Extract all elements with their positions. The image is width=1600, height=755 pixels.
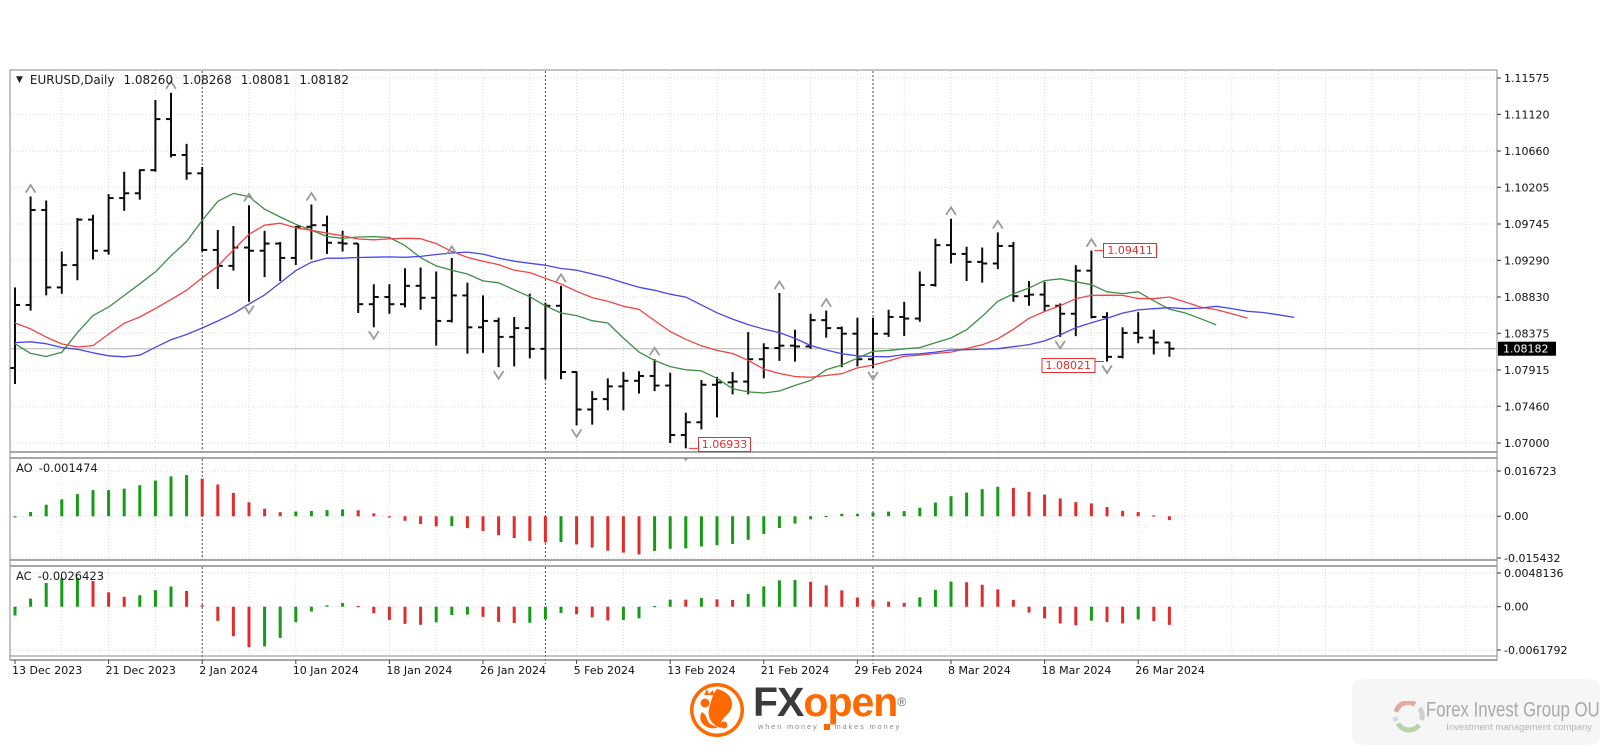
svg-text:13 Dec 2023: 13 Dec 2023 — [12, 664, 82, 677]
svg-text:0.00: 0.00 — [1504, 510, 1529, 523]
svg-text:1.07460: 1.07460 — [1504, 400, 1550, 413]
svg-text:18 Jan 2024: 18 Jan 2024 — [386, 664, 452, 677]
svg-text:26 Jan 2024: 26 Jan 2024 — [480, 664, 546, 677]
svg-text:1.11120: 1.11120 — [1504, 108, 1550, 121]
fxopen-tagline-right: makes money — [834, 722, 902, 731]
svg-text:1.10660: 1.10660 — [1504, 145, 1550, 158]
ac-indicator-label: AC -0.0026423 — [16, 569, 104, 583]
svg-text:0.00: 0.00 — [1504, 601, 1529, 614]
svg-text:1.07000: 1.07000 — [1504, 437, 1550, 450]
fxopen-tagline-left: when money — [758, 722, 819, 731]
svg-text:21 Dec 2023: 21 Dec 2023 — [106, 664, 176, 677]
chevron-down-icon[interactable]: ▼ — [16, 74, 23, 85]
svg-text:0.0048136: 0.0048136 — [1504, 567, 1564, 580]
swirl-icon — [1392, 701, 1425, 733]
svg-text:1.09290: 1.09290 — [1504, 254, 1550, 267]
fxopen-open-text: open — [803, 679, 898, 725]
fxopen-fx-text: FX — [753, 679, 804, 725]
svg-text:26 Mar 2024: 26 Mar 2024 — [1135, 664, 1205, 677]
ac-value: -0.0026423 — [37, 569, 105, 583]
price-label-flag: 1.06933 — [697, 437, 752, 453]
svg-text:1.11575: 1.11575 — [1504, 72, 1550, 85]
symbol-timeframe-label[interactable]: EURUSD,Daily — [29, 72, 115, 87]
svg-text:21 Feb 2024: 21 Feb 2024 — [761, 664, 829, 677]
fxopen-tagline: when money makes money — [758, 722, 901, 731]
fxopen-wordmark: FXopen® — [753, 681, 906, 723]
svg-text:10 Jan 2024: 10 Jan 2024 — [293, 664, 359, 677]
svg-text:-0.0061792: -0.0061792 — [1504, 644, 1567, 657]
ao-value: -0.001474 — [38, 461, 98, 475]
svg-text:18 Mar 2024: 18 Mar 2024 — [1042, 664, 1112, 677]
forex-invest-logo: Forex Invest Group OU Investment managem… — [1352, 679, 1600, 745]
svg-text:1.09745: 1.09745 — [1504, 218, 1550, 231]
forex-invest-subtitle: Investment management company — [1446, 722, 1592, 733]
price-label-flag: 1.08021 — [1041, 357, 1095, 373]
ao-name: AO — [16, 461, 33, 475]
registered-mark-icon: ® — [897, 695, 907, 709]
svg-text:1.08375: 1.08375 — [1504, 327, 1550, 340]
svg-text:8 Mar 2024: 8 Mar 2024 — [948, 664, 1011, 677]
ohlc-low-value: 1.08081 — [240, 72, 291, 87]
ohlc-high-value: 1.08268 — [182, 72, 232, 87]
price-label-flag: 1.09411 — [1103, 242, 1157, 258]
svg-text:2 Jan 2024: 2 Jan 2024 — [199, 664, 258, 677]
svg-text:1.08182: 1.08182 — [1503, 343, 1549, 356]
svg-text:-0.015432: -0.015432 — [1504, 552, 1560, 565]
chart-title-bar: ▼ EURUSD,Daily 1.08260 1.08268 1.08081 1… — [16, 72, 349, 87]
orange-square-icon — [823, 723, 830, 730]
svg-text:1.10205: 1.10205 — [1504, 181, 1550, 194]
svg-text:1.07915: 1.07915 — [1504, 364, 1550, 377]
svg-text:5 Feb 2024: 5 Feb 2024 — [574, 664, 635, 677]
ac-name: AC — [16, 569, 32, 583]
ohlc-open-value: 1.08260 — [123, 72, 174, 87]
ao-indicator-label: AO -0.001474 — [16, 461, 98, 475]
ohlc-close-value: 1.08182 — [299, 72, 349, 87]
forex-invest-title: Forex Invest Group OU — [1426, 697, 1600, 722]
svg-text:1.08830: 1.08830 — [1504, 291, 1550, 304]
svg-text:29 Feb 2024: 29 Feb 2024 — [854, 664, 922, 677]
svg-text:13 Feb 2024: 13 Feb 2024 — [667, 664, 735, 677]
svg-text:0.016723: 0.016723 — [1504, 465, 1557, 478]
